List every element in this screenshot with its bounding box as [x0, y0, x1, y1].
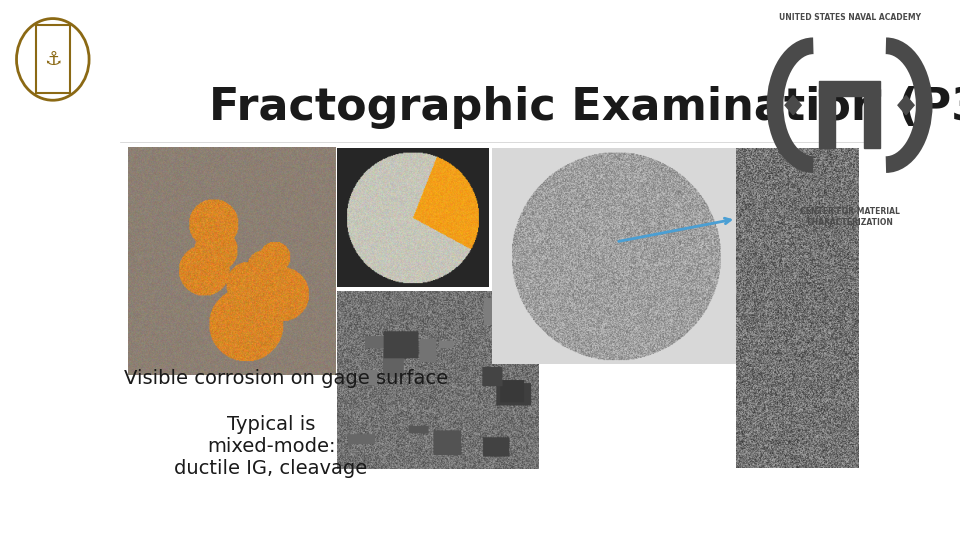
Text: Typical is
mixed-mode:
ductile IG, cleavage: Typical is mixed-mode: ductile IG, cleav…	[175, 415, 368, 478]
Text: Fractographic Examination (P3): Fractographic Examination (P3)	[209, 86, 960, 129]
Text: UNITED STATES NAVAL ACADEMY: UNITED STATES NAVAL ACADEMY	[779, 12, 921, 22]
Bar	[864, 89, 879, 148]
Text: ⚓: ⚓	[44, 50, 61, 69]
Text: CENTER FOR MATERIAL
CHARACTERIZATION: CENTER FOR MATERIAL CHARACTERIZATION	[800, 207, 900, 227]
Polygon shape	[785, 96, 802, 114]
Text: Visible corrosion on gage surface: Visible corrosion on gage surface	[124, 369, 448, 388]
Polygon shape	[898, 96, 914, 114]
Bar	[820, 89, 835, 148]
Bar	[36, 25, 70, 93]
Bar	[820, 82, 879, 96]
